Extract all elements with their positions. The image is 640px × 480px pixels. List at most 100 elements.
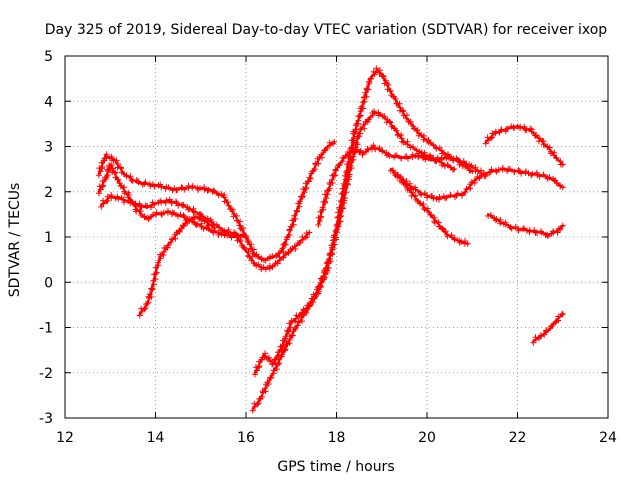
data-point [362,100,365,103]
data-point [145,303,148,307]
data-point [253,371,257,374]
data-point [416,199,420,202]
data-point [371,145,374,148]
data-point [235,217,239,221]
series-track-b [95,162,313,273]
data-point [258,398,261,402]
data-point [457,158,460,162]
data-point [303,312,306,316]
data-point [290,321,293,325]
series-track-f [252,65,476,378]
data-point [136,208,139,212]
data-point [138,312,141,316]
data-point [317,158,320,162]
series-track-c [98,192,249,240]
data-point [486,213,490,216]
data-point [145,217,148,221]
data-point [244,235,248,239]
data-point [443,152,447,155]
data-point [333,140,336,144]
data-point [195,210,198,214]
data-point [493,131,497,135]
data-point [434,220,438,223]
data-point [208,229,211,232]
data-point [267,380,270,383]
data-point [362,152,365,155]
data-point [434,197,438,200]
data-point [136,181,139,184]
data-point [344,177,347,180]
data-point [462,192,465,196]
data-point [299,312,302,316]
data-point [348,167,352,171]
data-point [403,113,406,117]
data-point [498,220,501,223]
data-point [448,195,451,198]
data-point [104,177,107,180]
data-point [538,138,542,141]
data-point [548,233,551,236]
data-point [548,147,551,150]
data-point [430,143,433,146]
data-point [154,272,157,275]
data-point [131,201,135,205]
data-point [421,192,424,196]
y-tick-label: 0 [44,275,53,291]
chart-title: Day 325 of 2019, Sidereal Day-to-day VTE… [45,22,608,38]
data-point [529,129,533,132]
series-trace [484,124,564,166]
data-point [507,127,510,130]
x-axis-label: GPS time / hours [277,459,394,475]
data-point [97,190,101,193]
data-point [516,124,519,128]
data-point [471,165,474,169]
data-point [195,215,198,218]
data-point [308,231,311,234]
data-point [272,256,275,259]
series-track-j [482,123,566,168]
data-point [430,158,433,162]
data-point [380,113,383,117]
series-track-d [136,214,218,319]
data-point [453,238,456,241]
data-point [353,147,356,150]
data-point [127,195,130,198]
data-point [416,154,420,157]
data-point [122,172,126,175]
data-point [335,167,338,171]
y-tick-label: 1 [44,230,53,246]
data-point [176,231,180,234]
data-point [326,267,329,270]
data-point [251,407,254,411]
data-point [308,177,311,180]
series-track-a [95,139,338,264]
x-tick-label: 24 [599,430,617,446]
series-markers [482,123,566,168]
series-track-e [249,108,458,414]
series-track-k [485,212,566,240]
data-point [475,177,478,180]
data-point [538,335,542,338]
y-tick-label: -1 [39,321,53,337]
series-trace [97,140,336,261]
data-point [369,77,372,80]
y-tick-label: -2 [39,366,53,382]
data-point [154,183,157,187]
data-series [95,65,566,414]
data-point [353,131,356,135]
data-point [109,195,112,198]
data-point [145,206,148,209]
data-point [525,229,528,232]
data-point [262,353,266,356]
series-markers [252,65,476,378]
x-tick-label: 22 [509,430,527,446]
series-trace [97,163,311,270]
y-tick-label: 3 [44,140,53,156]
data-point [561,186,564,189]
series-track-g [315,142,489,228]
data-point [100,204,103,207]
y-tick-label: -3 [39,411,53,427]
data-point [299,199,302,202]
x-tick-label: 12 [56,430,74,446]
data-point [373,111,377,114]
